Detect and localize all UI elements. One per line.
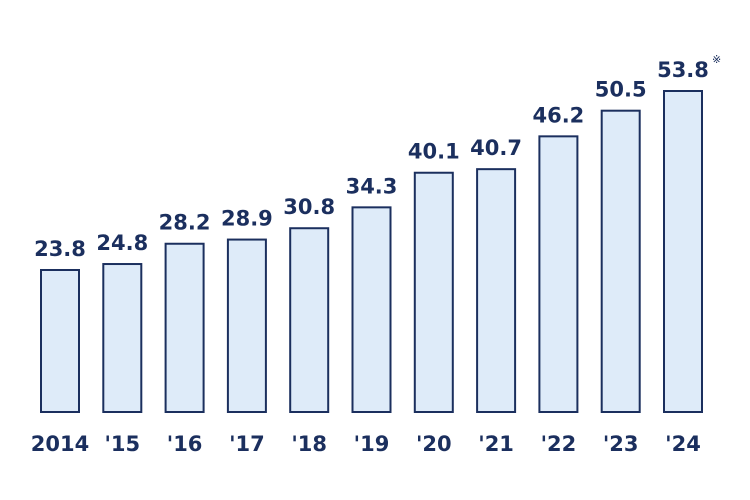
value-label-23: 50.5 xyxy=(595,78,647,102)
value-label-17: 28.9 xyxy=(221,207,273,231)
bar-20 xyxy=(413,171,454,413)
value-label-21: 40.7 xyxy=(470,136,522,160)
value-label-19: 34.3 xyxy=(346,174,398,198)
value-labels-layer: 23.8 24.8 28.2 28.9 30.8 34.3 40.1 40.7 46.2 50.5… xyxy=(34,58,709,261)
bar-22 xyxy=(538,135,579,413)
bars-layer xyxy=(40,90,703,414)
value-label-24: 53.8 xyxy=(657,58,709,82)
category-label-19: '19 xyxy=(354,432,390,456)
value-label-16: 28.2 xyxy=(159,211,211,235)
value-label-20: 40.1 xyxy=(408,140,460,164)
category-label-17: '17 xyxy=(229,432,265,456)
category-label-21: '21 xyxy=(478,432,514,456)
bar-23 xyxy=(600,109,641,413)
category-label-18: '18 xyxy=(291,432,327,456)
category-label-15: '15 xyxy=(104,432,140,456)
category-label-24: '24 xyxy=(665,432,701,456)
category-label-2014: 2014 xyxy=(31,432,89,456)
value-label-22: 46.2 xyxy=(532,103,584,127)
category-labels-layer: 2014 '15 '16 '17 '18 '19 '20 '21 '22 '23 '24 xyxy=(31,432,701,456)
category-label-22: '22 xyxy=(541,432,577,456)
category-label-23: '23 xyxy=(603,432,639,456)
value-label-2014: 23.8 xyxy=(34,237,86,261)
value-label-15: 24.8 xyxy=(96,231,148,255)
bar-15 xyxy=(102,263,143,414)
bar-16 xyxy=(164,242,205,413)
bar-2014 xyxy=(40,268,80,413)
bar-17 xyxy=(226,238,267,413)
annotation-mark: ※ xyxy=(712,53,721,66)
value-label-18: 30.8 xyxy=(283,195,335,219)
bar-18 xyxy=(289,227,330,413)
annotations-layer: ※ xyxy=(712,53,721,66)
bar-24 xyxy=(663,90,703,413)
bar-21 xyxy=(476,168,517,413)
bar-19 xyxy=(351,206,392,413)
category-label-16: '16 xyxy=(167,432,203,456)
category-label-20: '20 xyxy=(416,432,452,456)
